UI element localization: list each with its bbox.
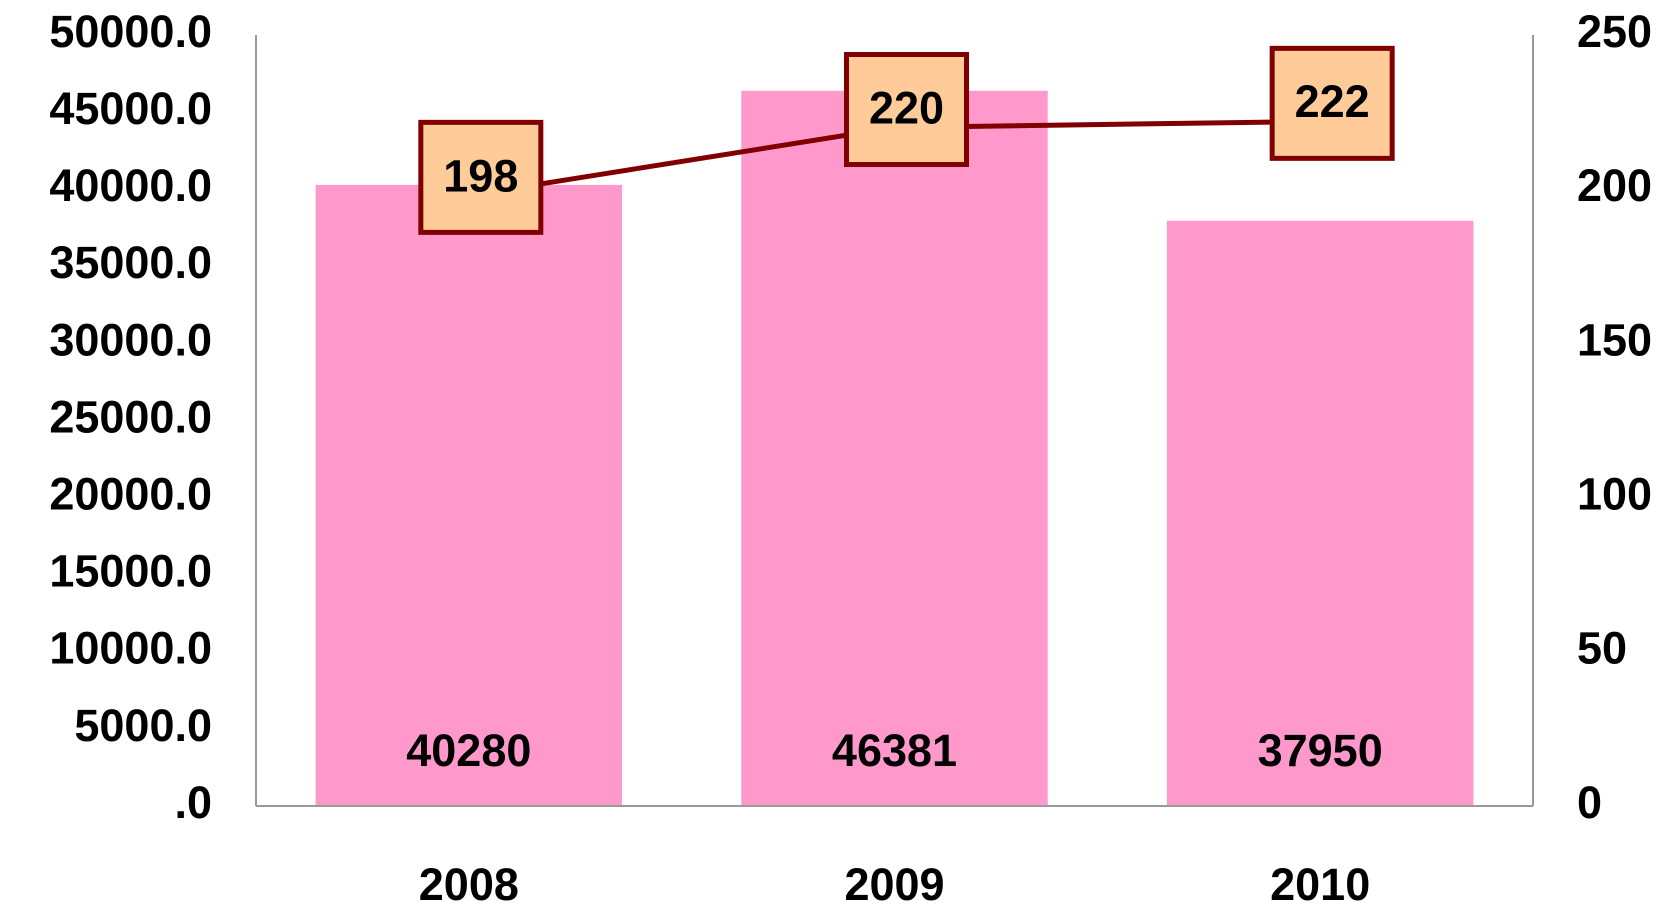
y2-tick-label: 100 bbox=[1577, 468, 1652, 519]
bar bbox=[1166, 220, 1474, 806]
y-tick-label: 50000.0 bbox=[49, 6, 212, 57]
y-tick-label: 20000.0 bbox=[49, 468, 212, 519]
line-value-label: 222 bbox=[1295, 76, 1370, 127]
y2-tick-label: 150 bbox=[1577, 314, 1652, 365]
bar-value-label: 40280 bbox=[406, 725, 531, 776]
y-tick-label: 5000.0 bbox=[74, 700, 212, 751]
y2-tick-label: 50 bbox=[1577, 623, 1627, 674]
bar bbox=[315, 184, 623, 807]
y-tick-label: 45000.0 bbox=[49, 83, 212, 134]
x-tick-label: 2009 bbox=[844, 859, 944, 910]
label-box bbox=[844, 52, 969, 168]
bar bbox=[741, 90, 1048, 806]
y-tick-label: 40000.0 bbox=[49, 160, 212, 211]
y-tick-label: .0 bbox=[174, 777, 212, 828]
y2-tick-label: 200 bbox=[1577, 160, 1652, 211]
y-tick-label: 35000.0 bbox=[49, 237, 212, 288]
label-box bbox=[1269, 45, 1395, 161]
y-tick-label: 15000.0 bbox=[49, 546, 212, 597]
y-tick-label: 30000.0 bbox=[49, 314, 212, 365]
line-value-label: 220 bbox=[869, 82, 944, 133]
x-tick-label: 2008 bbox=[419, 859, 519, 910]
y-tick-label: 10000.0 bbox=[49, 623, 212, 674]
label-box bbox=[418, 119, 544, 235]
bar-value-label: 46381 bbox=[832, 725, 957, 776]
y2-tick-label: 0 bbox=[1577, 777, 1602, 828]
y2-tick-label: 250 bbox=[1577, 6, 1652, 57]
bar-value-label: 37950 bbox=[1258, 725, 1383, 776]
line-value-label: 198 bbox=[443, 150, 518, 201]
x-tick-label: 2010 bbox=[1270, 859, 1370, 910]
y-tick-label: 25000.0 bbox=[49, 391, 212, 442]
